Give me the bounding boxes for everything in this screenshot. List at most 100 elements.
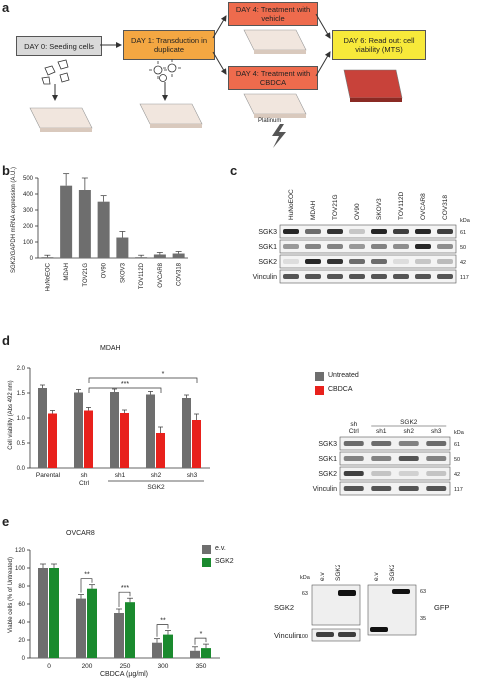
chart-e: 0 20 40 60 80 100 120 0 200 ** 250 *** 300 ** 350 * [15, 548, 220, 670]
b-ytick-label: 500 [23, 176, 34, 182]
c-band [393, 244, 409, 249]
cells-icon [41, 59, 70, 85]
e-blot-right-kda: 35 [420, 616, 426, 622]
c-band [437, 259, 453, 264]
d-sig-bracket-2 [88, 387, 162, 393]
e-blot-right-kda: 63 [420, 589, 426, 595]
day6-text: DAY 6: Read out: cell viability (MTS) [343, 36, 415, 54]
d-blot-band [343, 486, 364, 491]
d-bar [110, 392, 119, 468]
blot-e: kDa e.v e.v SGK2 SGK2 63 100 SGK2 Vinculin 63 35 GF… [274, 565, 449, 642]
e-bar [87, 588, 97, 658]
panel-e-xlabel: CBDCA (µg/ml) [100, 671, 148, 678]
d-ytick-label: 2.0 [17, 366, 26, 372]
c-band [415, 229, 431, 234]
legend-ev-swatch [202, 545, 211, 554]
d-blot-strip [339, 451, 451, 466]
e-bar [38, 568, 48, 658]
d-blot-ctrl-label: Ctrl [349, 428, 360, 435]
d-ytick-label: 1.5 [17, 391, 26, 397]
b-xtick-label: COV318 [177, 262, 183, 286]
c-kda-value: 50 [460, 245, 466, 251]
d-ytick-label: 1.0 [17, 416, 26, 422]
c-band [305, 274, 321, 279]
b-bar [60, 185, 73, 258]
b-ytick-label: 100 [23, 240, 34, 246]
c-band [415, 274, 431, 279]
b-ytick-label: 200 [23, 224, 34, 230]
c-row-label: SGK1 [258, 244, 277, 251]
e-ytick-label: 40 [18, 620, 25, 626]
d-blot-lane-label: sh3 [431, 428, 442, 435]
c-band [283, 244, 299, 249]
e-blot-band [338, 590, 356, 596]
chart-b: 0 100 200 300 400 500 HuNoEOC MDAH TOV21G OV90 SKO… [23, 173, 188, 291]
e-bar [201, 648, 211, 658]
day4-vehicle-text: DAY 4: Treatment with vehicle [235, 5, 311, 23]
e-ytick-label: 100 [15, 566, 26, 572]
e-blot-lane-label-right: e.v [373, 572, 380, 581]
day4-vehicle-box: DAY 4: Treatment with vehicle [228, 2, 318, 26]
d-blot-kda-value: 61 [454, 442, 460, 448]
d-xtick-label: Parental [36, 472, 61, 479]
d-blot-row-label: Vinculin [313, 486, 337, 493]
d-ctrl-label: Ctrl [79, 480, 90, 487]
arrow-cbdca-day6 [315, 51, 331, 77]
c-lane-label: TOV21G [332, 194, 339, 220]
c-band [327, 244, 343, 249]
c-band [305, 229, 321, 234]
d-blot-band [371, 456, 392, 461]
virus-icon [149, 59, 181, 82]
e-blot-left-kda: 63 [302, 591, 308, 597]
e-blot-kda-label: kDa [300, 575, 311, 581]
panel-e-label: e [2, 514, 10, 529]
d-blot-strip [339, 481, 451, 496]
c-band [305, 244, 321, 249]
e-ytick-label: 80 [18, 584, 25, 590]
panel-b-label: b [2, 163, 10, 178]
c-row-label: SGK3 [258, 229, 277, 236]
d-blot-lane-label: sh [350, 421, 357, 428]
c-band [349, 229, 365, 234]
c-band [283, 259, 299, 264]
legend-untreated-label: Untreated [328, 372, 359, 379]
d-blot-strip [339, 466, 451, 481]
b-bar [172, 253, 185, 258]
d-blot-band [398, 456, 419, 461]
d-blot-row-label: SGK2 [318, 471, 337, 478]
legend-untreated-swatch [315, 372, 324, 381]
d-xtick-label: sh3 [187, 472, 198, 479]
c-row-label: Vinculin [253, 274, 277, 281]
lightning-icon [272, 124, 286, 148]
c-band [371, 229, 387, 234]
e-xtick-label: 250 [120, 663, 131, 670]
c-band [371, 259, 387, 264]
d-bar [182, 398, 191, 468]
legend-ev-label: e.v. [215, 545, 226, 552]
c-kda-value: 117 [460, 275, 469, 281]
legend-cbdca-label: CBDCA [328, 386, 353, 393]
b-bar [78, 190, 91, 258]
day1-text: DAY 1: Transduction in duplicate [130, 36, 207, 54]
day1-box: DAY 1: Transduction in duplicate [123, 30, 215, 60]
c-band [415, 259, 431, 264]
d-blot-strip [339, 436, 451, 451]
e-blot-band [316, 632, 334, 637]
c-lane-label: COV318 [442, 195, 449, 220]
e-bar [125, 602, 135, 658]
e-blot-band [392, 589, 410, 594]
d-blot-band [426, 441, 447, 446]
e-bar [49, 568, 59, 658]
c-band [371, 244, 387, 249]
c-blot-strip [279, 269, 457, 284]
e-sig-bracket [118, 591, 131, 607]
c-band [393, 274, 409, 279]
e-bar [76, 598, 86, 658]
plate-vehicle [243, 29, 307, 54]
e-xtick-label: 0 [47, 663, 51, 670]
c-band [437, 244, 453, 249]
plate-seeding [29, 107, 93, 132]
c-band [349, 274, 365, 279]
e-ytick-label: 20 [18, 638, 25, 644]
